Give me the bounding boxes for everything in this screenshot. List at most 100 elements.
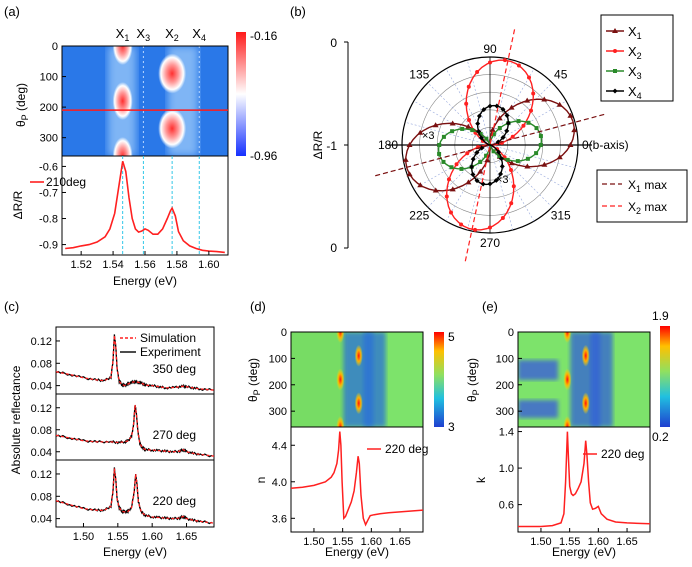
polar-legend-marker-x1 (612, 28, 618, 33)
heatmap-e-ytick-label: 100 (496, 353, 514, 365)
y-label-k: k (474, 476, 488, 483)
reflectance-ytick-label: 0.04 (31, 514, 52, 526)
heatmap-peak-x2 (158, 108, 187, 149)
polar-point-x2 (502, 58, 507, 63)
polar-legend-marker-x3 (613, 69, 617, 73)
y-label-n: n (254, 477, 268, 484)
polar-point-x2 (529, 108, 534, 113)
line-d-ytick-label: 4.0 (272, 477, 287, 489)
reflectance-axes (55, 459, 215, 528)
polar-point-x4 (500, 106, 506, 112)
polar-point-x4 (505, 120, 511, 126)
polar-point-x1 (571, 127, 578, 133)
heatmap-a-ytick-label: 100 (40, 72, 58, 84)
angle-label: 270 deg (153, 428, 196, 442)
line-a-xtick-label: 1.54 (102, 259, 123, 271)
polar-point-x2 (516, 63, 521, 68)
polar-legend-label-x1: X1 (628, 24, 642, 41)
polar-point-x1 (496, 115, 503, 121)
line-e-xtick-label: 1.55 (559, 536, 580, 548)
polar-point-x2 (509, 201, 514, 206)
polar-markers-x3 (437, 119, 543, 171)
polar-angle-label: 225 (409, 209, 429, 223)
line-axes-d (290, 426, 424, 533)
polar-point-x4 (487, 103, 493, 109)
panel-label-a: (a) (4, 4, 20, 19)
heatmap-peak (354, 392, 363, 415)
line-a-ytick-label: -0.9 (39, 240, 58, 252)
polar-point-x3 (437, 151, 442, 156)
polar-angle-label: 90 (483, 42, 497, 56)
polar-point-x3 (478, 131, 483, 136)
line-axes-e (517, 426, 651, 533)
polar-point-x2 (464, 101, 469, 106)
line-d-xtick-label: 1.50 (303, 536, 324, 548)
heatmap-e-ytick-label: 300 (496, 406, 514, 418)
polar-point-x1 (406, 142, 413, 147)
polar-point-x3 (484, 136, 489, 141)
line-e-ytick-label: 1.0 (499, 463, 514, 475)
polar-point-x2 (510, 134, 515, 139)
polar-point-x3 (538, 134, 543, 139)
polar-point-x3 (491, 149, 496, 154)
polar-max-legend-box (596, 169, 688, 223)
reflectance-xtick-label: 1.55 (107, 531, 128, 543)
polar-annotation-x3-green: ×3 (422, 130, 435, 142)
legend-simulation: Simulation (140, 331, 196, 345)
polar-point-x1 (556, 101, 563, 107)
simulation-curve (55, 468, 215, 524)
line-e-ytick-label: 0.6 (499, 500, 514, 512)
polar-point-x2 (500, 216, 505, 221)
polar-point-x1 (508, 104, 515, 110)
reflectance-ytick-label: 0.12 (31, 469, 52, 481)
polar-point-x2 (511, 184, 516, 189)
x-label-e: Energy (eV) (552, 545, 616, 559)
polar-point-x1 (449, 120, 456, 126)
heatmap-d-ytick-label: 100 (269, 353, 287, 365)
polar-point-x4 (495, 139, 501, 145)
polar-point-x1 (508, 160, 515, 166)
polar-point-x3 (525, 156, 530, 161)
legend-text-d: 220 deg (385, 442, 428, 456)
polar-point-x1 (541, 161, 548, 167)
curve-k-220deg (518, 431, 651, 528)
polar-point-x2 (459, 222, 464, 227)
colorbar-d (434, 332, 444, 427)
polar-point-x2 (454, 162, 459, 167)
reflectance-ytick-label: 0.08 (31, 491, 52, 503)
polar-point-x3 (478, 159, 483, 164)
line-a-ytick-label: -0.6 (39, 161, 58, 173)
polar-point-x4 (504, 128, 510, 134)
heatmap-peak (354, 344, 363, 367)
polar-point-x4 (500, 134, 506, 140)
heatmap-peak-x1 (112, 82, 133, 120)
line-d-ytick-label: 4.4 (272, 440, 287, 452)
colorbar-e (660, 326, 670, 427)
reflectance-xtick-label: 1.50 (73, 531, 94, 543)
heatmap-e-ytick-label: 0 (508, 327, 514, 339)
polar-point-x3 (534, 126, 539, 131)
heatmap-peak (563, 368, 572, 391)
polar-point-x2 (509, 168, 514, 173)
polar-legend-marker-x2 (613, 49, 617, 53)
colorbar-a-min: -0.96 (250, 149, 278, 163)
line-d-ytick-label: 3.6 (272, 513, 287, 525)
polar-point-x3 (441, 159, 446, 164)
panel-label-d: (d) (250, 299, 266, 314)
colorbar-e-max: 1.9 (652, 309, 669, 323)
polar-point-x1 (524, 163, 531, 169)
polar-point-x2 (465, 151, 470, 156)
y-label-theta-a: θP (deg) (14, 83, 30, 127)
reflectance-ytick-label: 0.04 (31, 381, 52, 393)
panel-label-c: (c) (4, 299, 19, 314)
polar-point-x3 (470, 128, 475, 133)
polar-max-legend-label-x2: X2 max (628, 200, 667, 216)
polar-point-x1 (524, 97, 531, 103)
polar-point-x3 (497, 154, 502, 159)
radial-label-bottom: 0 (330, 241, 337, 255)
polar-annotation-x3-black: ×3 (496, 174, 509, 186)
legend-text-a: 210deg (46, 175, 86, 189)
polar-spoke (413, 100, 567, 190)
panel-a: 0 100 200 300 θP (deg) -0.16 -0.96 X1 X3 X2 X4… (11, 26, 278, 288)
polar-point-x1 (541, 96, 548, 102)
